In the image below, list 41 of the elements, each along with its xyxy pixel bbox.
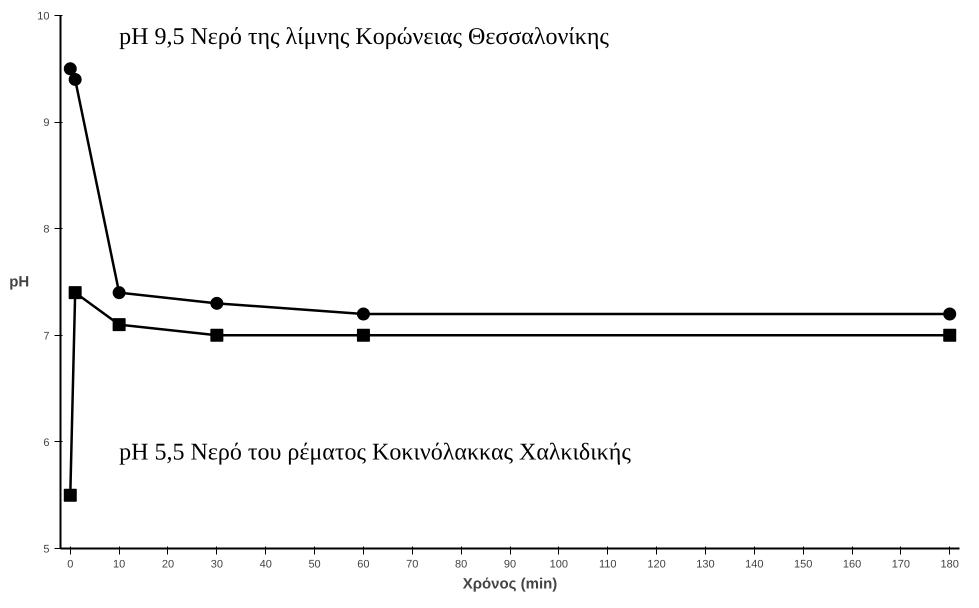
x-tick-label: 100 [550, 558, 568, 570]
point [356, 328, 370, 342]
x-tick-label: 30 [210, 558, 223, 570]
point [64, 62, 77, 76]
point [943, 328, 956, 342]
x-tick-label: 40 [260, 558, 272, 570]
series-label: pH 9,5 Νερό της λίμνης Κορώνειας Θεσσαλονίκης [119, 24, 610, 50]
y-tick-label: 5 [43, 544, 50, 556]
x-tick-label: 170 [892, 558, 910, 570]
x-tick-label: 70 [406, 558, 418, 570]
x-tick-label: 180 [940, 558, 959, 570]
x-tick-label: 90 [504, 558, 516, 570]
point [68, 72, 82, 86]
y-tick-label: 7 [43, 330, 50, 342]
x-tick-label: 50 [308, 558, 321, 570]
point [112, 318, 126, 332]
x-axis-title: Χρόνος (min) [462, 576, 558, 592]
y-axis-title: pH [9, 274, 30, 290]
y-tick-label: 10 [37, 10, 50, 22]
x-tick-label: 120 [647, 558, 666, 570]
point [68, 286, 82, 300]
x-tick-label: 0 [67, 558, 74, 570]
point [64, 488, 77, 502]
point [210, 328, 224, 342]
x-tick-label: 60 [357, 558, 370, 570]
x-tick-label: 140 [745, 558, 764, 570]
point [356, 307, 370, 320]
x-tick-label: 130 [696, 558, 715, 570]
point [210, 296, 224, 310]
series-label: pH 5,5 Νερό του ρέματος Κοκινόλακκας Χαλκιδικής [119, 440, 632, 466]
x-tick-label: 10 [113, 558, 126, 570]
y-tick-label: 9 [43, 117, 50, 130]
x-tick-label: 150 [794, 558, 812, 570]
y-tick-label: 8 [43, 224, 50, 236]
x-tick-label: 80 [455, 558, 468, 570]
x-tick-label: 160 [842, 558, 862, 570]
x-tick-label: 20 [162, 558, 174, 570]
point [112, 286, 126, 300]
x-tick-label: 110 [598, 558, 616, 570]
y-tick-label: 6 [43, 436, 50, 449]
point [943, 307, 956, 320]
